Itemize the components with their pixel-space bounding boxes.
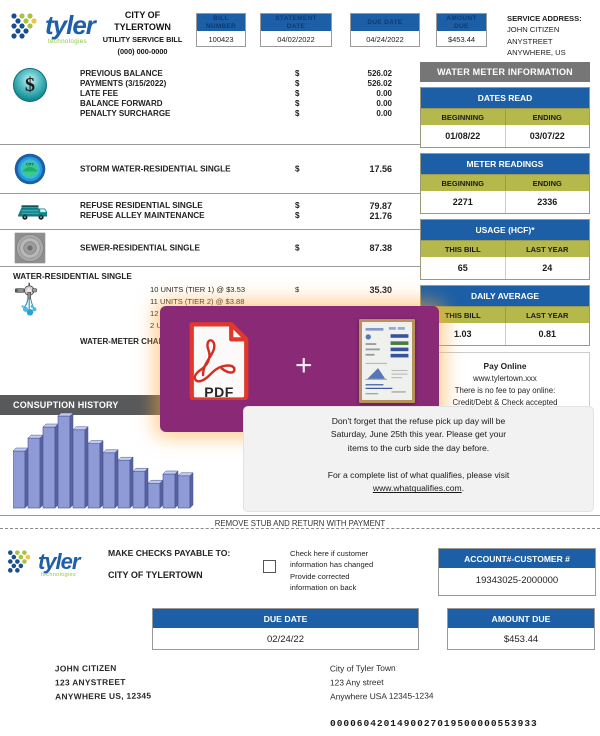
svg-text:CITY: CITY	[26, 162, 34, 166]
